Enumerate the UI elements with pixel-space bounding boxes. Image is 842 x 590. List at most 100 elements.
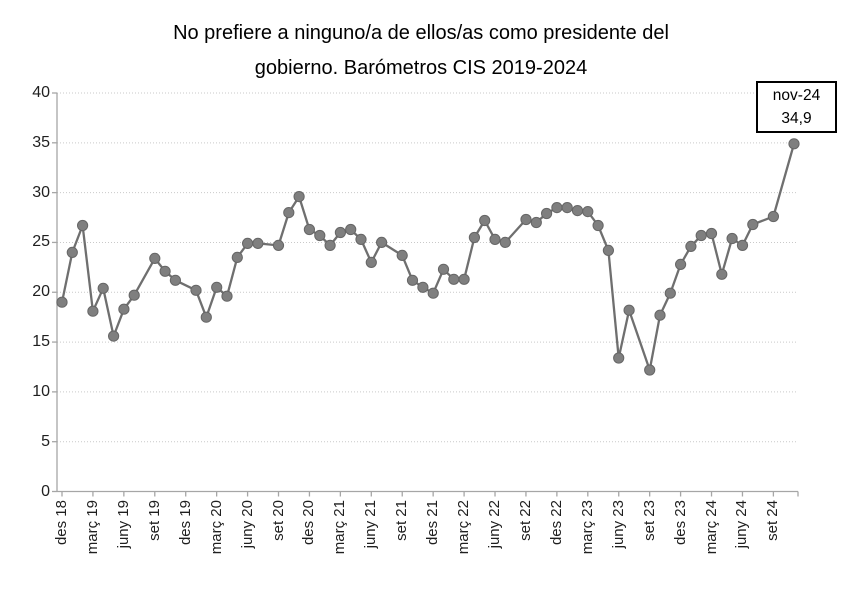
chart-title-line1: No prefiere a ninguno/a de ellos/as como… bbox=[173, 22, 669, 44]
y-axis-tick-label: 5 bbox=[41, 432, 50, 450]
data-point-marker bbox=[499, 236, 511, 248]
data-point-marker bbox=[664, 287, 676, 299]
x-axis-tick-label: set 19 bbox=[145, 500, 163, 541]
x-axis-tick-label: des 21 bbox=[424, 500, 442, 546]
data-point-marker bbox=[406, 274, 419, 286]
data-point-marker bbox=[489, 233, 501, 245]
x-axis-tick-label: set 24 bbox=[764, 500, 782, 541]
y-axis-tick-label: 20 bbox=[32, 283, 50, 301]
x-axis-tick-label: des 22 bbox=[547, 500, 565, 546]
y-axis-tick-label: 0 bbox=[41, 482, 50, 500]
x-axis-tick-label: des 18 bbox=[53, 500, 70, 546]
x-axis-tick-label: juny 22 bbox=[486, 500, 504, 549]
x-axis-tick-label: des 23 bbox=[671, 500, 689, 546]
x-axis-tick-label: des 19 bbox=[176, 500, 194, 546]
data-point-marker bbox=[345, 223, 357, 236]
data-point-marker bbox=[396, 249, 408, 261]
y-axis-tick-label: 30 bbox=[32, 183, 50, 201]
data-point-marker bbox=[149, 252, 161, 264]
data-point-marker bbox=[675, 258, 687, 270]
data-point-marker bbox=[551, 202, 563, 214]
chart-title: No prefiere a ninguno/a de ellos/as como… bbox=[0, 16, 842, 86]
data-point-marker bbox=[376, 236, 388, 248]
data-point-marker bbox=[788, 138, 800, 150]
data-point-marker bbox=[77, 219, 89, 232]
data-point-marker bbox=[221, 290, 233, 302]
data-point-marker bbox=[561, 202, 573, 214]
data-point-marker bbox=[231, 251, 243, 263]
data-point-marker bbox=[695, 229, 707, 242]
data-point-marker bbox=[272, 239, 285, 251]
data-point-marker bbox=[314, 229, 326, 242]
x-axis-tick-label: març 22 bbox=[455, 500, 473, 555]
data-point-marker bbox=[592, 219, 604, 232]
data-point-marker bbox=[66, 246, 78, 258]
data-point-marker bbox=[437, 263, 450, 275]
data-point-marker bbox=[541, 207, 553, 220]
x-axis-tick-label: juny 20 bbox=[238, 500, 256, 549]
data-point-marker bbox=[293, 191, 305, 203]
data-point-marker bbox=[520, 213, 532, 226]
data-point-marker bbox=[365, 256, 377, 268]
data-point-marker bbox=[427, 287, 439, 299]
x-axis-tick-label: març 20 bbox=[207, 500, 225, 555]
data-point-marker bbox=[355, 233, 367, 245]
x-axis-tick-label: set 20 bbox=[269, 500, 287, 541]
data-series-line bbox=[60, 143, 796, 372]
data-point-marker bbox=[334, 226, 346, 239]
data-point-marker bbox=[613, 352, 625, 364]
data-point-marker bbox=[623, 304, 635, 316]
data-point-marker bbox=[211, 281, 223, 293]
x-axis-tick-label: des 20 bbox=[300, 500, 318, 546]
chart-title-line2: gobierno. Barómetros CIS 2019-2024 bbox=[254, 57, 588, 79]
data-point-marker bbox=[252, 237, 264, 249]
data-point-marker bbox=[108, 330, 120, 342]
data-point-marker bbox=[448, 273, 460, 285]
data-point-marker bbox=[242, 237, 254, 249]
data-point-marker bbox=[602, 244, 615, 256]
y-axis-tick-label: 35 bbox=[32, 133, 50, 151]
data-point-marker bbox=[417, 281, 429, 293]
data-point-marker bbox=[530, 216, 542, 229]
data-point-marker bbox=[118, 303, 130, 315]
data-point-marker bbox=[468, 231, 480, 244]
data-point-marker bbox=[324, 239, 336, 251]
x-axis-tick-label: juny 23 bbox=[609, 500, 627, 549]
data-point-marker bbox=[283, 207, 295, 219]
y-axis-tick-label: 40 bbox=[32, 84, 50, 101]
data-point-marker bbox=[726, 232, 738, 245]
x-axis-tick-label: juny 24 bbox=[733, 500, 751, 549]
x-axis-tick-label: març 19 bbox=[83, 500, 101, 555]
data-point-marker bbox=[582, 206, 594, 218]
x-axis-tick-label: març 21 bbox=[331, 500, 349, 555]
data-point-marker bbox=[97, 282, 109, 294]
x-axis-tick-label: març 23 bbox=[578, 500, 596, 555]
x-axis-tick-label: març 24 bbox=[702, 500, 720, 555]
data-label-callout-nov24: nov-24 34,9 bbox=[756, 81, 837, 133]
data-point-marker bbox=[458, 273, 470, 285]
data-point-marker bbox=[169, 274, 181, 286]
data-point-marker bbox=[200, 311, 212, 323]
data-point-marker bbox=[128, 289, 140, 301]
data-point-marker bbox=[303, 223, 315, 236]
x-axis-tick-label: set 21 bbox=[393, 500, 411, 541]
data-point-marker bbox=[87, 305, 99, 317]
data-point-marker bbox=[685, 240, 697, 252]
x-axis-tick-label: set 22 bbox=[516, 500, 534, 541]
data-point-marker bbox=[159, 265, 171, 277]
data-point-marker bbox=[571, 205, 584, 217]
data-point-marker bbox=[736, 239, 749, 251]
data-point-marker bbox=[705, 227, 718, 240]
x-axis-tick-label: juny 19 bbox=[114, 500, 132, 549]
data-point-marker bbox=[644, 364, 656, 376]
data-point-marker bbox=[654, 309, 666, 321]
x-axis-tick-label: juny 21 bbox=[362, 500, 380, 549]
callout-date: nov-24 bbox=[772, 87, 821, 104]
data-point-marker bbox=[56, 296, 68, 308]
data-point-marker bbox=[767, 210, 780, 223]
y-axis-tick-label: 15 bbox=[32, 333, 50, 351]
data-point-marker bbox=[716, 268, 728, 280]
data-point-marker bbox=[479, 214, 491, 227]
data-point-marker bbox=[747, 218, 759, 231]
